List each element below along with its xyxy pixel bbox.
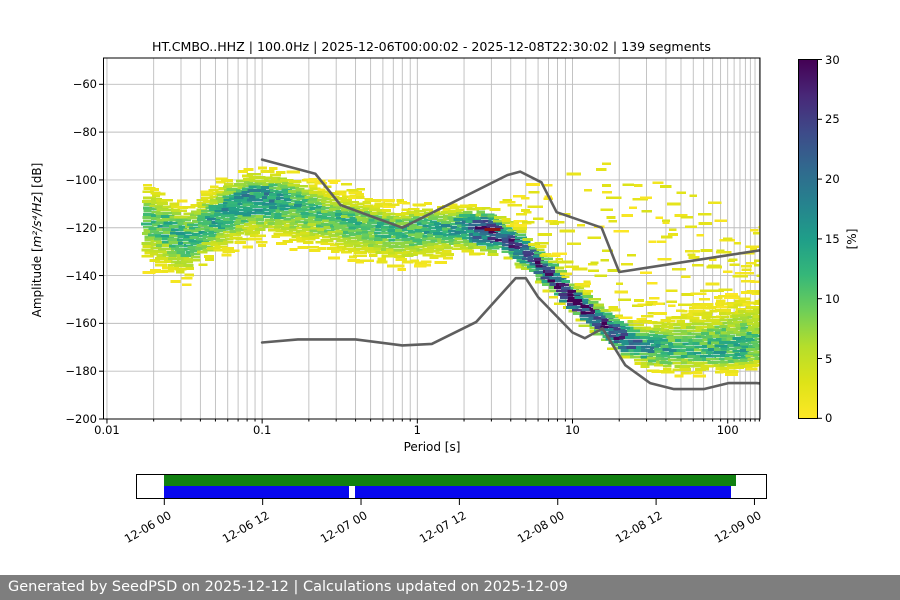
timeline-green-coverage-bar: [163, 475, 736, 486]
y-tick-label: −80: [72, 125, 97, 140]
x-tick-label: 10: [565, 423, 580, 437]
plot-title: HT.CMBO..HHZ | 100.0Hz | 2025-12-06T00:0…: [152, 39, 711, 54]
timeline-blue-coverage-bar: [354, 485, 731, 498]
y-tick-label: −200: [65, 412, 97, 426]
colorbar-tick-label: 30: [825, 52, 840, 67]
y-tick-label: −60: [72, 77, 97, 92]
y-axis-label-prefix: Amplitude [: [30, 247, 44, 318]
y-tick-label: −140: [65, 268, 97, 283]
colorbar-tick-label: 0: [825, 411, 833, 426]
footer-bar: Generated by SeedPSD on 2025-12-12 | Cal…: [0, 575, 900, 600]
colorbar-tick-label: 5: [825, 351, 833, 366]
colorbar-tick-label: 20: [825, 172, 840, 187]
timeline-blue-coverage-bar: [163, 485, 349, 498]
x-tick-label: 1: [413, 423, 421, 437]
y-axis-label-suffix: ] [dB]: [30, 162, 44, 197]
colorbar-tick-label: 25: [825, 112, 840, 127]
x-tick-label: 100: [716, 423, 739, 437]
y-tick-label: −160: [65, 316, 97, 331]
colorbar: [798, 59, 818, 419]
colorbar-tick-label: 10: [825, 291, 840, 306]
y-axis-label: Amplitude [m²/s⁴/Hz] [dB]: [30, 163, 44, 318]
x-axis-label: Period [s]: [403, 440, 461, 454]
y-tick-label: −100: [65, 172, 97, 187]
footer-text: Generated by SeedPSD on 2025-12-12 | Cal…: [8, 579, 568, 595]
colorbar-tick-label: 15: [825, 231, 840, 246]
y-tick-label: −120: [65, 220, 97, 235]
colorbar-label: [%]: [845, 228, 859, 250]
y-tick-label: −180: [65, 364, 97, 379]
x-tick-label: 0.1: [252, 423, 272, 437]
x-tick-label: 0.01: [94, 423, 120, 437]
y-axis-label-units: m²/s⁴/Hz: [30, 196, 44, 248]
